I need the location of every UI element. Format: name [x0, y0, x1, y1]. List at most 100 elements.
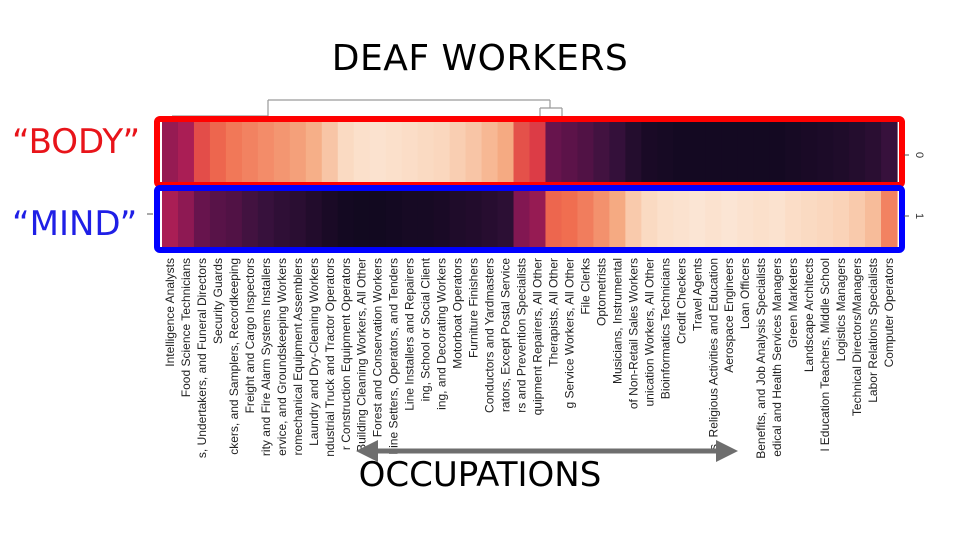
column-label: Freight and Cargo Inspectors — [243, 258, 257, 413]
row-tick-label: 0 — [913, 152, 925, 158]
heatmap-cell-0-7 — [273, 122, 291, 183]
heatmap-cell-0-34 — [705, 122, 722, 183]
heatmap-cell-1-15 — [401, 191, 419, 247]
heatmap-cell-0-22 — [513, 122, 531, 183]
heatmap-cell-1-27 — [593, 191, 610, 247]
heatmap-cell-1-1 — [177, 191, 195, 247]
heatmap-cell-1-6 — [257, 191, 275, 247]
heatmap-cell-0-13 — [369, 122, 387, 183]
heatmap-cell-0-44 — [865, 122, 882, 183]
column-labels: Intelligence Analysts Food Science Techni… — [163, 257, 896, 458]
heatmap-cell-1-30 — [641, 191, 658, 247]
column-label: rs, Religious Activities and Education — [706, 258, 720, 454]
column-label: Line Installers and Repairers — [403, 258, 417, 411]
heatmap-cell-1-39 — [785, 191, 802, 247]
double-arrow-icon — [356, 440, 738, 462]
column-label: Travel Agents — [690, 258, 704, 331]
heatmap-cell-0-16 — [417, 122, 435, 183]
heatmap-cell-1-32 — [673, 191, 690, 247]
heatmap-cell-1-0 — [162, 191, 179, 247]
heatmap-cell-0-35 — [721, 122, 738, 183]
column-label: rs and Prevention Specialists — [515, 258, 529, 413]
column-label: Furniture Finishers — [467, 258, 481, 358]
heatmap-cell-0-31 — [657, 122, 674, 183]
column-label: ing, School or Social Client — [419, 257, 433, 401]
heatmap-cell-1-17 — [433, 191, 451, 247]
column-label: Technical Directors/Managers — [850, 258, 864, 416]
heatmap-cell-0-19 — [465, 122, 483, 183]
heatmap-cell-1-26 — [577, 191, 595, 247]
row-tick-label: 1 — [913, 213, 925, 219]
column-label: r Construction Equipment Operators — [339, 258, 353, 450]
heatmap-cell-0-5 — [241, 122, 259, 183]
heatmap-cell-1-21 — [497, 191, 515, 247]
column-label: Credit Checkers — [674, 258, 688, 344]
heatmap-cell-1-14 — [385, 191, 403, 247]
column-label: ing, and Decorating Workers — [435, 258, 449, 410]
heatmap-cell-0-3 — [209, 122, 227, 183]
column-label: Laundry and Dry-Cleaning Workers — [307, 258, 321, 446]
heatmap-cell-1-13 — [369, 191, 387, 247]
heatmap-row-0 — [162, 122, 898, 183]
heatmap-cell-1-9 — [305, 191, 323, 247]
heatmap-cell-0-40 — [801, 122, 818, 183]
heatmap-cell-0-12 — [353, 122, 371, 183]
column-label: Computer Operators — [882, 258, 896, 367]
heatmap-cell-1-28 — [609, 191, 626, 247]
column-label: Optometrists — [594, 258, 608, 326]
heatmap-cell-0-27 — [593, 122, 610, 183]
heatmap-cell-1-22 — [513, 191, 531, 247]
heatmap-cell-1-34 — [705, 191, 722, 247]
heatmap-cell-1-11 — [337, 191, 355, 247]
heatmap-cell-0-37 — [753, 122, 770, 183]
heatmap-cell-0-29 — [625, 122, 642, 183]
column-label: romechanical Equipment Assemblers — [291, 258, 305, 455]
column-label: Benefits, and Job Analysis Specialists — [754, 258, 768, 459]
heatmap-cell-0-4 — [225, 122, 243, 183]
heatmap-cell-1-2 — [193, 191, 211, 247]
heatmap-cell-0-9 — [305, 122, 323, 183]
column-label: Loan Officers — [738, 258, 752, 329]
heatmap-cell-1-36 — [737, 191, 754, 247]
heatmap-cell-0-15 — [401, 122, 419, 183]
heatmap-cell-1-37 — [753, 191, 770, 247]
heatmap-cell-0-28 — [609, 122, 626, 183]
column-label: unication Workers, All Other — [642, 258, 656, 407]
column-label: Building Cleaning Workers, All Other — [355, 258, 369, 452]
column-label: Forest and Conservation Workers — [371, 258, 385, 437]
chart-title: DEAF WORKERS — [331, 38, 629, 79]
column-label: Therapists, All Other — [546, 258, 560, 367]
heatmap-cell-1-18 — [449, 191, 467, 247]
heatmap-cell-1-7 — [273, 191, 291, 247]
heatmap-cell-0-26 — [577, 122, 595, 183]
heatmap-cell-0-8 — [289, 122, 307, 183]
column-label: Musicians, Instrumental — [610, 258, 624, 384]
heatmap-row-1 — [162, 191, 898, 247]
column-label: ervice, and Groundskeeping Workers — [275, 258, 289, 456]
heatmap-cell-0-32 — [673, 122, 690, 183]
heatmap-cell-0-11 — [337, 122, 355, 183]
heatmap-cell-0-1 — [177, 122, 195, 183]
column-label: Intelligence Analysts — [163, 258, 177, 367]
heatmap-cell-0-24 — [545, 122, 563, 183]
heatmap-cell-0-39 — [785, 122, 802, 183]
heatmap-cell-1-43 — [849, 191, 866, 247]
heatmap-cell-0-10 — [321, 122, 339, 183]
column-label: Landscape Architects — [802, 258, 816, 372]
heatmap-cell-0-20 — [481, 122, 499, 183]
heatmap-cell-0-23 — [529, 122, 547, 183]
column-label: rators, Except Postal Service — [499, 258, 513, 412]
heatmap-cell-1-23 — [529, 191, 547, 247]
body-row-label: “BODY” — [12, 122, 141, 162]
heatmap-cell-1-8 — [289, 191, 307, 247]
heatmap-cell-1-40 — [801, 191, 818, 247]
heatmap-cell-1-12 — [353, 191, 371, 247]
heatmap-cell-0-25 — [561, 122, 579, 183]
column-label: File Clerks — [578, 258, 592, 315]
column-label: Food Science Technicians — [179, 258, 193, 397]
heatmap-cell-1-42 — [833, 191, 850, 247]
heatmap-cell-0-0 — [162, 122, 179, 183]
heatmap-cell-1-10 — [321, 191, 339, 247]
heatmap-cell-1-33 — [689, 191, 706, 247]
